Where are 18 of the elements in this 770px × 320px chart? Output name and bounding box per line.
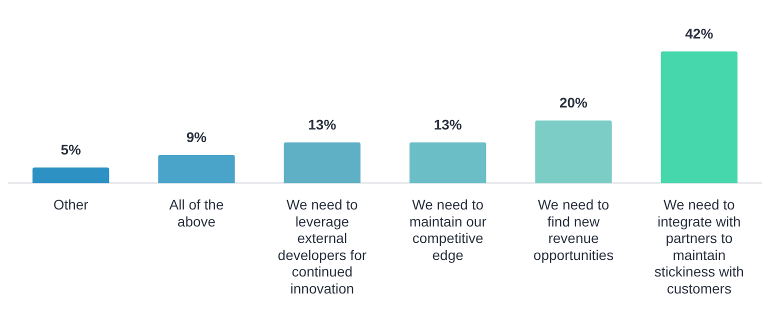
bar (32, 168, 110, 184)
data-label: 42% (685, 25, 714, 42)
data-label: 9% (186, 128, 208, 145)
bar (535, 120, 612, 184)
data-label: 13% (308, 116, 337, 132)
bar (158, 154, 235, 184)
bar (410, 142, 486, 184)
x-tick-label: We need to integrate with partners to maintain stickiness with customers (654, 196, 744, 296)
data-label: 20% (559, 94, 588, 110)
x-tick-label: Other (53, 196, 89, 212)
x-tick-label: We need to leverage external developers for continued innovation (278, 196, 367, 296)
data-label: 5% (60, 141, 82, 158)
x-tick-label: All of the above (169, 196, 224, 230)
data-label: 13% (434, 116, 462, 132)
x-tick-label: We need to find new revenue opportunities (533, 196, 614, 263)
x-tick-label: We need to maintain our competitive edge (409, 196, 487, 263)
bar (284, 142, 360, 184)
bar (660, 51, 738, 184)
